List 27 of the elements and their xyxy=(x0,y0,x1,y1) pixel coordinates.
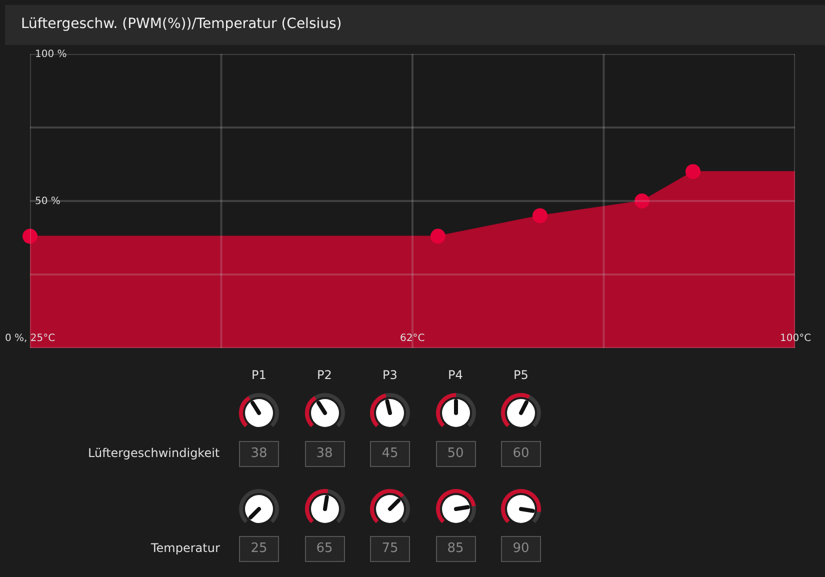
data-label: 75 xyxy=(370,536,410,562)
point xyxy=(532,208,548,224)
data-label: 45 xyxy=(370,441,410,467)
data-label: 90 xyxy=(501,536,541,562)
category-label: P4 xyxy=(448,368,463,382)
data-label: 65 xyxy=(304,536,344,562)
x-tick-label: 0 %, 25°C xyxy=(5,333,56,344)
point xyxy=(634,194,650,208)
y-tick-label: 100 % xyxy=(35,49,67,60)
point xyxy=(22,228,38,244)
data-label: 60 xyxy=(501,441,541,467)
category-label: P2 xyxy=(317,368,332,382)
x-tick-label: 62°C xyxy=(400,333,425,344)
chart-title: Lüftergeschw. (PWM(%))/Temperatur (Celsius) xyxy=(21,16,342,32)
y-tick-label: 50 % xyxy=(35,196,60,207)
category-label: P1 xyxy=(252,368,266,382)
series-label: Lüftergeschwindigkeit xyxy=(88,446,220,460)
category-label: P5 xyxy=(514,368,528,382)
point xyxy=(686,164,700,180)
category-label: P3 xyxy=(382,368,398,382)
series-label: Temperatur xyxy=(151,541,220,555)
data-label: 50 xyxy=(436,441,476,467)
data-label: 38 xyxy=(304,441,344,467)
point xyxy=(430,228,446,244)
data-label: 25 xyxy=(239,536,279,562)
data-label: 85 xyxy=(436,536,476,562)
data-label: 38 xyxy=(239,441,279,467)
